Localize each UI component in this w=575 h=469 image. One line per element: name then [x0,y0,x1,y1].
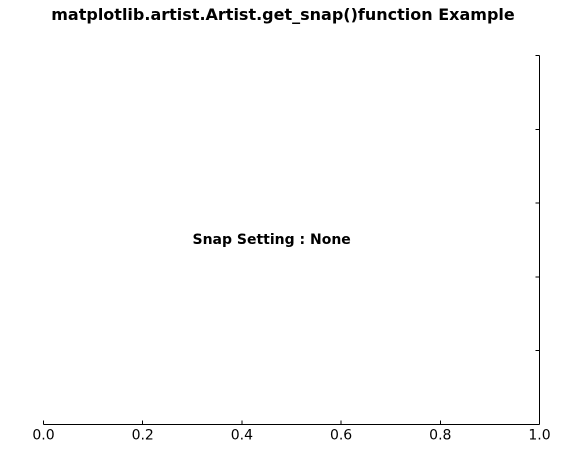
x-tick-label: 1.0 [528,428,550,444]
x-tick-label: 0.4 [231,428,253,444]
chart-title: matplotlib.artist.Artist.get_snap()funct… [51,5,515,24]
plot-axes: 0.0 0.2 0.4 0.6 0.8 1.0 Snap Setting : None [32,55,551,444]
x-tick-label: 0.8 [429,428,451,444]
annotations: Snap Setting : None [193,232,351,248]
x-tick-label: 0.6 [330,428,352,444]
x-tick-label: 0.2 [132,428,154,444]
y-axis-ticks [535,55,540,425]
x-tick-label: 0.0 [32,428,54,444]
x-axis-ticks: 0.0 0.2 0.4 0.6 0.8 1.0 [32,420,551,444]
snap-setting-annotation: Snap Setting : None [193,232,351,248]
